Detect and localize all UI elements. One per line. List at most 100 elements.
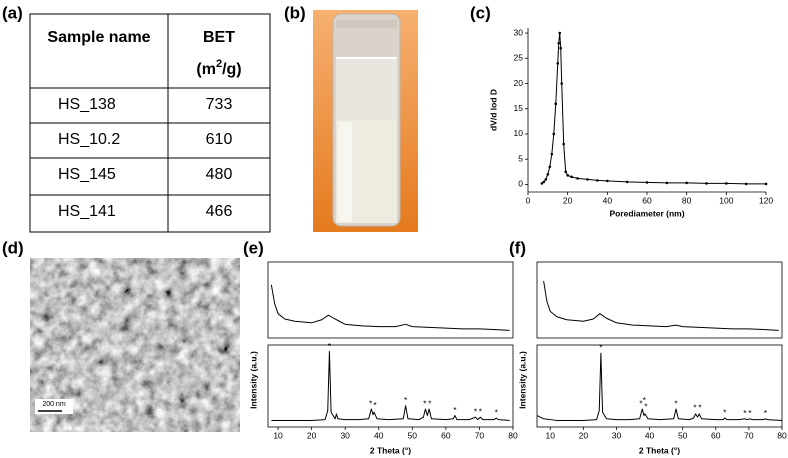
data-point: [558, 31, 562, 35]
cell: HS_138: [58, 96, 116, 113]
header-cell: Sample name: [47, 29, 150, 46]
peak-marker: *: [453, 405, 457, 415]
y-axis-label: Intensity (a.u.): [517, 351, 527, 409]
x-tick-label: 70: [744, 430, 754, 440]
peak-marker: *: [328, 341, 332, 351]
y-tick-label: 10: [514, 128, 524, 138]
x-axis-label: Porediameter (nm): [609, 208, 684, 218]
data-point: [559, 46, 563, 50]
data-point: [542, 180, 546, 184]
panel-label: (c): [470, 3, 491, 22]
data-point: [705, 182, 708, 185]
data-point: [544, 178, 548, 181]
data-point: [554, 102, 558, 105]
sem-image: 200 nm: [30, 258, 240, 432]
peak-marker: *: [428, 398, 432, 408]
data-point: [566, 174, 569, 177]
plot-frame: [267, 344, 514, 428]
y-tick-label: 15: [514, 103, 524, 113]
header-cell: (m2/g): [196, 58, 241, 78]
peak-marker: *: [693, 402, 697, 412]
liquid-clear: [336, 58, 397, 120]
x-tick-label: 100: [719, 195, 733, 205]
data-point: [570, 175, 573, 179]
data-line: [543, 280, 779, 331]
data-point: [625, 180, 629, 184]
x-tick-label: 30: [612, 430, 622, 440]
x-tick-label: 80: [777, 430, 787, 440]
x-tick-label: 10: [273, 430, 283, 440]
cell: HS_141: [58, 203, 116, 220]
data-point: [764, 182, 768, 186]
cell: 480: [206, 166, 233, 183]
data-point: [685, 181, 688, 185]
peak-marker: *: [748, 408, 752, 418]
data-point: [550, 152, 554, 156]
photo: [313, 10, 418, 232]
x-tick-label: 60: [441, 430, 451, 440]
cell: HS_10.2: [58, 131, 120, 148]
x-axis-label: 2 Theta (°): [639, 445, 680, 455]
x-tick-label: 40: [603, 195, 613, 205]
x-tick-label: 40: [374, 430, 384, 440]
data-point: [556, 62, 560, 65]
peak-marker: *: [743, 408, 747, 418]
unit-sup: 2: [216, 58, 222, 70]
data-point: [564, 170, 567, 174]
x-tick-label: 30: [340, 430, 350, 440]
reflection: [338, 122, 352, 222]
x-tick-label: 80: [682, 195, 692, 205]
peak-marker: *: [723, 407, 727, 417]
x-tick-label: 40: [645, 430, 655, 440]
peak-marker: *: [479, 406, 483, 416]
panel-label: (f): [509, 238, 526, 257]
cell: 733: [206, 96, 233, 113]
cell: HS_145: [58, 166, 116, 183]
data-point: [557, 41, 561, 45]
x-tick-label: 70: [475, 430, 485, 440]
cell: 610: [206, 131, 233, 148]
data-line: [270, 284, 510, 331]
data-point: [645, 181, 649, 184]
unit: /g): [222, 61, 242, 78]
data-point: [562, 142, 565, 146]
peak-marker: *: [764, 408, 768, 418]
jar-neck: [336, 20, 397, 28]
peak-marker: *: [373, 400, 377, 410]
header-cell: BET: [203, 29, 235, 46]
peak-marker: *: [404, 395, 408, 405]
x-axis-label: 2 Theta (°): [370, 445, 411, 455]
data-point: [576, 177, 579, 180]
data-point: [606, 179, 609, 183]
y-tick-label: 30: [514, 27, 524, 37]
panel-label: (a): [2, 3, 23, 22]
unit: (m: [196, 61, 216, 78]
peak-marker: *: [369, 398, 373, 408]
x-tick-label: 20: [579, 430, 589, 440]
peak-marker: *: [495, 407, 499, 417]
table: Sample name BET (m2/g) HS_138 733 HS_10.2 6…: [29, 13, 271, 233]
panel-label: (e): [243, 238, 264, 257]
x-tick-label: 0: [526, 195, 531, 205]
peak-marker: *: [643, 395, 647, 405]
x-tick-label: 20: [307, 430, 317, 440]
x-tick-label: 50: [678, 430, 688, 440]
x-tick-label: 60: [711, 430, 721, 440]
peak-marker: *: [674, 398, 678, 408]
plot-frame: [536, 344, 783, 428]
plot-frame: [536, 261, 783, 339]
plot-frame: [267, 261, 514, 339]
x-tick-label: 50: [408, 430, 418, 440]
peak-marker: *: [644, 402, 648, 412]
y-tick-label: 5: [518, 153, 523, 163]
scale-bar-label: 200 nm: [42, 401, 66, 408]
peak-marker: *: [698, 402, 702, 412]
data-point: [586, 178, 589, 181]
panel-label: (d): [2, 238, 24, 257]
data-point: [560, 82, 564, 85]
data-point: [548, 165, 552, 169]
data-point: [540, 182, 544, 185]
data-line: [541, 32, 766, 185]
data-line: [271, 351, 510, 421]
